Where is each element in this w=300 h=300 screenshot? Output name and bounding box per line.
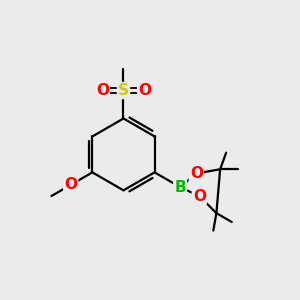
Text: O: O	[193, 189, 206, 204]
Text: O: O	[96, 83, 109, 98]
Text: B: B	[174, 180, 186, 195]
Text: O: O	[64, 177, 77, 192]
Text: O: O	[138, 83, 151, 98]
Text: O: O	[190, 166, 203, 181]
Text: S: S	[118, 83, 129, 98]
